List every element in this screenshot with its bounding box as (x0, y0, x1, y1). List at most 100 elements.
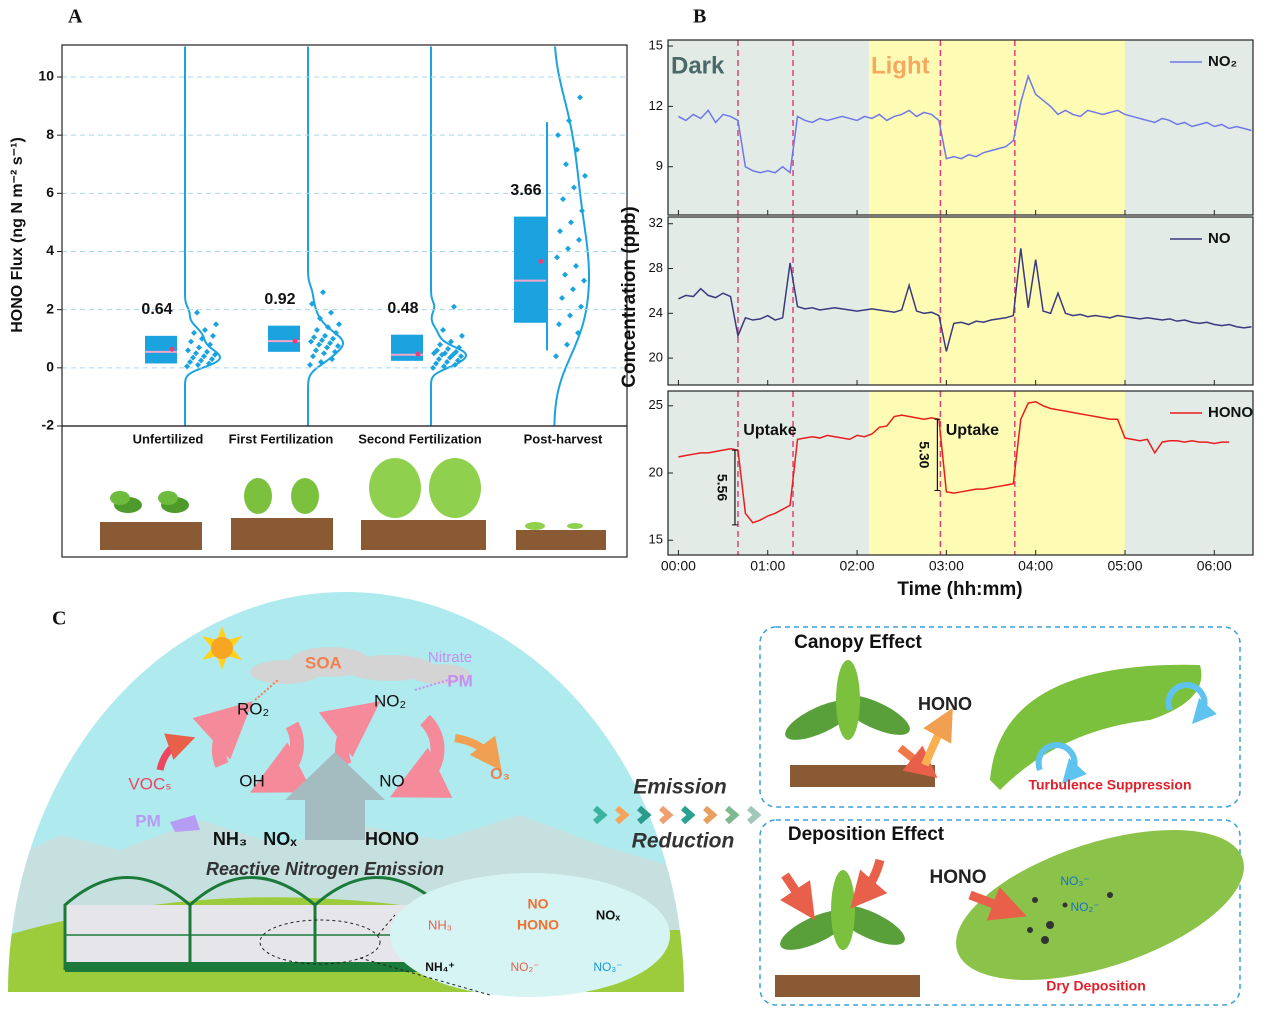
y-tick-label: 4 (46, 242, 54, 258)
data-point (564, 341, 570, 348)
data-point (442, 350, 448, 357)
data-point (207, 341, 213, 348)
plant-strip (61, 425, 628, 558)
data-point (451, 303, 457, 310)
label: Dry Deposition (1046, 978, 1146, 994)
panel-label: A (68, 6, 83, 28)
label: Turbulence Suppression (1028, 777, 1191, 793)
label: HONO (365, 829, 419, 849)
label: Emission (633, 776, 726, 799)
y-tick-label: 32 (649, 215, 663, 230)
y-tick-label: 0 (46, 359, 54, 375)
density-curve (430, 46, 468, 426)
data-point (320, 289, 326, 296)
data-point (559, 295, 565, 302)
data-point (307, 361, 313, 368)
label: Nitrate (428, 649, 472, 666)
data-point (562, 271, 568, 278)
data-point (310, 353, 316, 360)
label: NO₂⁻ (511, 960, 540, 974)
label: NH₄⁺ (425, 960, 454, 974)
data-point (188, 338, 194, 345)
density-curve (307, 46, 345, 426)
data-point (321, 350, 327, 357)
data-point (453, 348, 459, 355)
mean-label: 3.66 (510, 182, 541, 199)
data-point (206, 360, 212, 367)
data-point (433, 360, 439, 367)
data-point (554, 254, 560, 261)
dark-region (1124, 217, 1253, 385)
data-point (202, 327, 208, 334)
data-point (578, 303, 584, 310)
data-point (308, 338, 314, 345)
y-tick-label: 15 (649, 37, 663, 52)
data-point (555, 132, 561, 139)
x-tick-label: 01:00 (750, 558, 785, 574)
data-point (184, 363, 190, 370)
data-point (314, 327, 320, 334)
data-point (187, 359, 193, 366)
y-tick-label: 9 (656, 158, 663, 173)
series-line (678, 400, 1230, 524)
label: NO (528, 896, 549, 912)
data-point (212, 351, 218, 358)
data-point (194, 309, 200, 316)
data-point (567, 312, 573, 319)
mean-label: 0.92 (264, 291, 295, 308)
data-point (577, 94, 583, 101)
light-region (868, 40, 1125, 215)
label: OH (239, 771, 265, 790)
category-label: First Fertilization (229, 431, 334, 446)
plot-frame (61, 44, 628, 427)
data-point (456, 344, 462, 351)
y-tick-label: -2 (42, 417, 55, 433)
box (514, 216, 546, 323)
data-point (209, 356, 215, 363)
data-point (581, 277, 587, 284)
category-label: Second Fertilization (358, 431, 482, 446)
y-tick-label: 20 (649, 350, 663, 365)
mean (415, 351, 421, 357)
density-curve (553, 46, 591, 426)
data-point (582, 172, 588, 179)
y-tick-label: 6 (46, 184, 54, 200)
label: NOₓ (596, 907, 621, 922)
label: NO₂ (374, 691, 406, 710)
dark-region (668, 217, 869, 385)
legend-label: HONO (1208, 404, 1253, 421)
y-tick-label: 8 (46, 126, 54, 142)
y-tick-label: 10 (38, 68, 54, 84)
label: SOA (305, 653, 342, 672)
data-point (210, 332, 216, 339)
data-point (565, 245, 571, 252)
greenhouse-scene (8, 592, 1244, 1006)
label: NOₓ (263, 829, 297, 849)
plot-frame (667, 39, 1254, 216)
y-tick-label: 2 (46, 300, 54, 316)
series-line (678, 248, 1252, 352)
mean (169, 346, 175, 352)
y-axis-label: HONO Flux (ng N m⁻² s⁻¹) (9, 137, 26, 333)
box (391, 334, 423, 361)
data-point (317, 315, 323, 322)
data-point (574, 146, 580, 153)
label: PM (135, 811, 161, 830)
mean-label: 0.48 (387, 300, 418, 317)
data-point (430, 364, 436, 371)
uptake-label: Uptake (743, 422, 796, 439)
x-tick-label: 04:00 (1018, 558, 1053, 574)
y-tick-label: 24 (649, 305, 663, 320)
plot-frame (667, 216, 1254, 386)
data-point (563, 161, 569, 168)
data-point (191, 329, 197, 336)
label: PM (447, 671, 473, 690)
label: HONO (517, 917, 559, 933)
label: NO₂⁻ (1071, 900, 1100, 914)
data-point (436, 356, 442, 363)
label: RO₂ (237, 699, 269, 718)
data-point (455, 357, 461, 364)
data-point (448, 338, 454, 345)
